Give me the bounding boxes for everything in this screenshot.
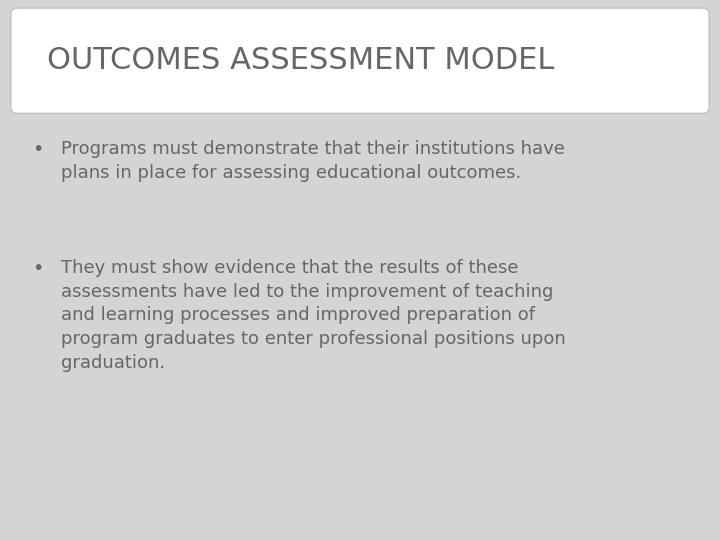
Text: •: •	[32, 140, 44, 159]
Text: They must show evidence that the results of these
assessments have led to the im: They must show evidence that the results…	[61, 259, 566, 372]
Text: •: •	[32, 259, 44, 278]
FancyBboxPatch shape	[11, 8, 709, 113]
Text: OUTCOMES ASSESSMENT MODEL: OUTCOMES ASSESSMENT MODEL	[47, 46, 554, 75]
Text: Programs must demonstrate that their institutions have
plans in place for assess: Programs must demonstrate that their ins…	[61, 140, 565, 182]
